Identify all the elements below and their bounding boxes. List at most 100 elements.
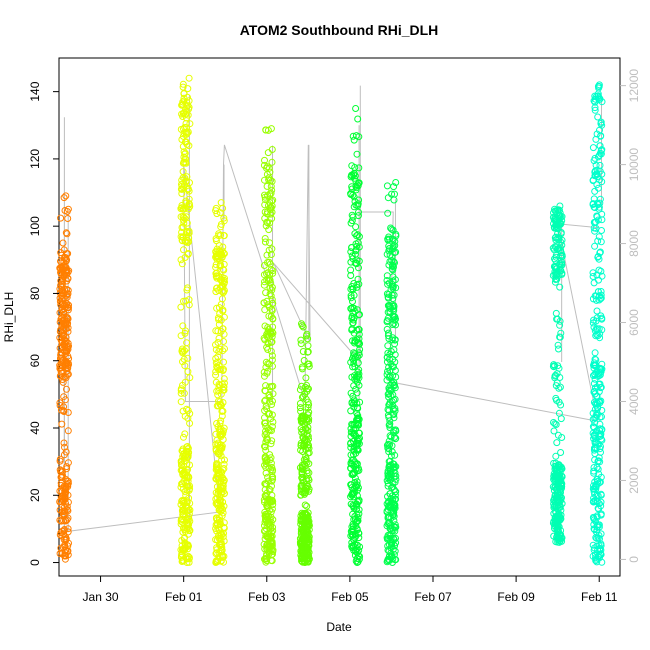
data-point (302, 510, 310, 517)
data-point (57, 497, 65, 505)
data-point (595, 205, 603, 213)
data-point (383, 477, 391, 485)
data-point (219, 307, 227, 315)
data-point (593, 307, 601, 315)
data-point (355, 164, 363, 172)
data-point (596, 369, 604, 377)
data-point (216, 209, 224, 217)
data-point (178, 190, 186, 197)
right-tick-label: 8000 (627, 230, 641, 257)
data-point (62, 448, 70, 456)
data-point (554, 341, 562, 349)
data-point (552, 452, 560, 460)
data-point (558, 434, 566, 441)
data-point (260, 299, 268, 307)
data-point (61, 254, 69, 261)
data-point (389, 321, 397, 328)
data-point (217, 520, 224, 528)
data-point (177, 483, 185, 491)
data-point (184, 111, 192, 119)
data-point (355, 179, 363, 187)
data-point (64, 290, 72, 298)
data-point (178, 345, 186, 353)
data-point (181, 150, 189, 158)
data-point (179, 80, 187, 88)
data-point (354, 359, 362, 367)
data-point (213, 304, 221, 312)
data-point (355, 208, 362, 216)
data-point (179, 174, 187, 182)
data-point (555, 497, 563, 505)
data-point (352, 105, 360, 112)
data-point (387, 286, 395, 293)
data-point (301, 501, 309, 509)
data-point (389, 261, 397, 269)
data-point (391, 238, 399, 245)
data-point (590, 359, 598, 367)
data-point (598, 178, 606, 186)
data-point (182, 448, 190, 456)
data-point (64, 459, 72, 467)
data-point (184, 185, 192, 193)
data-point (61, 207, 69, 214)
data-point (179, 143, 187, 150)
data-point (386, 465, 394, 473)
data-point (552, 207, 560, 215)
data-point (216, 478, 223, 486)
data-point (62, 359, 70, 367)
data-point (389, 526, 397, 534)
data-point (391, 491, 399, 499)
data-point (557, 401, 565, 409)
data-point (354, 552, 362, 560)
data-point (389, 313, 397, 321)
data-point (217, 557, 225, 565)
data-point (267, 292, 275, 300)
data-point (552, 256, 559, 264)
data-point (268, 245, 276, 253)
data-point (214, 327, 222, 335)
data-point (269, 323, 277, 331)
data-point (554, 206, 562, 214)
data-point (220, 249, 228, 257)
data-point (551, 278, 559, 286)
data-point (383, 290, 391, 298)
data-point (57, 269, 65, 277)
data-point (354, 212, 362, 220)
data-point (214, 339, 222, 346)
data-point (305, 554, 313, 561)
data-point (388, 225, 396, 233)
data-point (552, 224, 560, 232)
data-point (552, 509, 560, 516)
data-point (553, 271, 561, 279)
data-point (552, 309, 560, 317)
data-point (555, 409, 563, 417)
data-point (268, 215, 276, 223)
data-point (305, 449, 313, 457)
data-point (218, 512, 226, 520)
data-point (590, 224, 598, 232)
data-point (355, 325, 363, 333)
data-point (386, 441, 394, 449)
data-point (177, 256, 185, 264)
data-point (387, 433, 395, 441)
data-point (183, 286, 191, 294)
points-layer (56, 74, 606, 566)
y-axis-label: RHi_DLH (2, 292, 16, 343)
data-point (305, 360, 313, 368)
data-point (298, 533, 305, 541)
data-point (220, 460, 228, 468)
data-point (215, 397, 222, 405)
data-point (177, 389, 185, 397)
data-point (305, 362, 313, 370)
data-point (263, 343, 271, 351)
data-point (260, 496, 268, 504)
data-point (387, 452, 395, 460)
data-point (264, 339, 272, 347)
data-point (351, 425, 359, 433)
data-point (592, 317, 600, 325)
data-point (212, 288, 220, 296)
data-point (348, 481, 355, 489)
x-tick-label: Feb 01 (165, 590, 203, 604)
data-point (217, 531, 225, 539)
data-point (590, 515, 598, 522)
